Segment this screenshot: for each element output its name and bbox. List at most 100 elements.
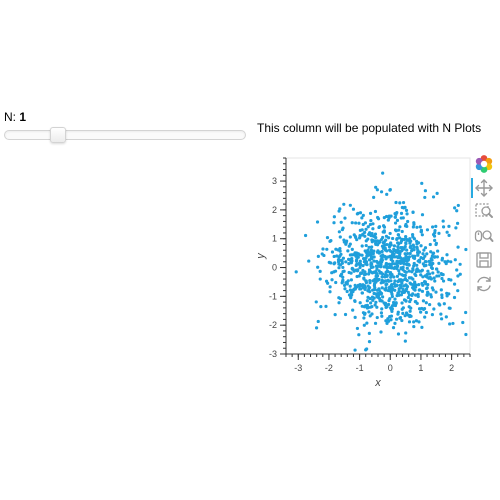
scatter-point	[404, 222, 408, 227]
bokeh-logo-icon[interactable]	[473, 153, 495, 175]
scatter-point	[399, 239, 404, 243]
scatter-point	[349, 291, 353, 295]
scatter-point	[358, 301, 362, 305]
scatter-point	[399, 216, 403, 220]
scatter-point	[412, 320, 416, 324]
scatter-point	[413, 288, 417, 292]
scatter-point	[424, 260, 428, 264]
scatter-point	[375, 267, 379, 271]
scatter-point	[342, 238, 346, 242]
scatter-point	[386, 319, 391, 323]
scatter-point	[393, 284, 397, 288]
scatter-point	[429, 250, 433, 254]
scatter-point	[379, 330, 383, 334]
scatter-point	[411, 233, 415, 237]
box-zoom-icon[interactable]	[473, 201, 495, 223]
scatter-point	[375, 315, 379, 320]
scatter-point	[389, 314, 394, 318]
pan-icon[interactable]	[471, 177, 495, 199]
scatter-point	[401, 265, 405, 269]
scatter-point	[396, 264, 400, 268]
scatter-point	[429, 257, 433, 261]
scatter-point	[425, 228, 430, 232]
scatter-point	[409, 244, 413, 248]
scatter-point	[365, 299, 369, 303]
scatter-point	[427, 276, 431, 280]
scatter-point	[357, 274, 361, 278]
scatter-point	[401, 306, 405, 310]
scatter-point	[403, 277, 407, 282]
scatter-point	[414, 319, 419, 323]
scatter-point	[402, 237, 406, 242]
scatter-point	[365, 347, 369, 351]
scatter-point	[343, 287, 347, 291]
scatter-point	[378, 298, 383, 302]
scatter-point	[338, 249, 342, 253]
scatter-point	[355, 269, 359, 273]
scatter-point	[403, 244, 407, 249]
plot-frame	[285, 157, 471, 355]
scatter-point	[440, 293, 444, 297]
scatter-point	[334, 280, 338, 285]
scatter-point	[449, 278, 453, 282]
scatter-point	[440, 276, 444, 281]
scatter-point	[439, 288, 443, 292]
scatter-point	[348, 203, 352, 207]
scatter-plot[interactable]: -3 -2 -1 0 1 2 3 -3 -2 -1 0 1 2 x y	[250, 150, 500, 400]
scatter-point	[380, 255, 384, 260]
scatter-point	[414, 285, 418, 289]
scatter-point	[411, 292, 415, 296]
scatter-point	[341, 265, 345, 270]
scatter-point	[420, 181, 424, 185]
scatter-point	[407, 263, 411, 267]
scatter-point	[321, 247, 325, 251]
reset-icon[interactable]	[473, 273, 495, 295]
scatter-point	[385, 305, 389, 309]
scatter-point	[411, 277, 415, 281]
scatter-point	[360, 304, 364, 308]
scatter-point	[413, 272, 417, 276]
scatter-point	[364, 262, 368, 266]
scatter-point	[386, 270, 390, 274]
wheel-zoom-icon[interactable]	[473, 225, 495, 247]
scatter-point	[452, 295, 457, 300]
scatter-point	[416, 253, 420, 257]
scatter-point	[426, 269, 430, 273]
scatter-point	[403, 252, 407, 256]
scatter-point	[370, 304, 374, 309]
scatter-point	[347, 270, 351, 275]
scatter-point	[389, 275, 393, 279]
scatter-point	[397, 228, 401, 232]
scatter-point	[408, 281, 412, 285]
scatter-point	[362, 277, 366, 281]
scatter-point	[367, 245, 371, 249]
scatter-point	[316, 319, 320, 324]
scatter-point	[367, 285, 372, 290]
slider-handle[interactable]	[50, 127, 66, 143]
scatter-point	[349, 261, 353, 265]
plot-canvas[interactable]: -3 -2 -1 0 1 2 3 -3 -2 -1 0 1 2 x y	[250, 150, 500, 400]
scatter-point	[371, 222, 375, 226]
scatter-point	[394, 250, 398, 254]
scatter-point	[368, 211, 373, 215]
scatter-point	[322, 253, 326, 258]
scatter-point	[408, 299, 412, 304]
scatter-point	[338, 246, 342, 251]
scatter-point	[361, 263, 365, 268]
slider-track[interactable]	[4, 127, 246, 143]
save-icon[interactable]	[473, 249, 495, 271]
scatter-point	[334, 247, 338, 251]
x-tick-label: 2	[449, 363, 454, 373]
scatter-point	[353, 287, 357, 291]
scatter-point	[389, 264, 393, 269]
scatter-point	[318, 277, 322, 281]
scatter-point	[357, 333, 361, 337]
scatter-point	[383, 301, 388, 305]
scatter-point	[358, 259, 362, 263]
scatter-point	[374, 271, 379, 276]
scatter-point	[420, 289, 425, 293]
scatter-point	[368, 290, 372, 294]
scatter-point	[353, 315, 357, 319]
scatter-point	[398, 252, 402, 256]
scatter-point	[453, 258, 457, 262]
